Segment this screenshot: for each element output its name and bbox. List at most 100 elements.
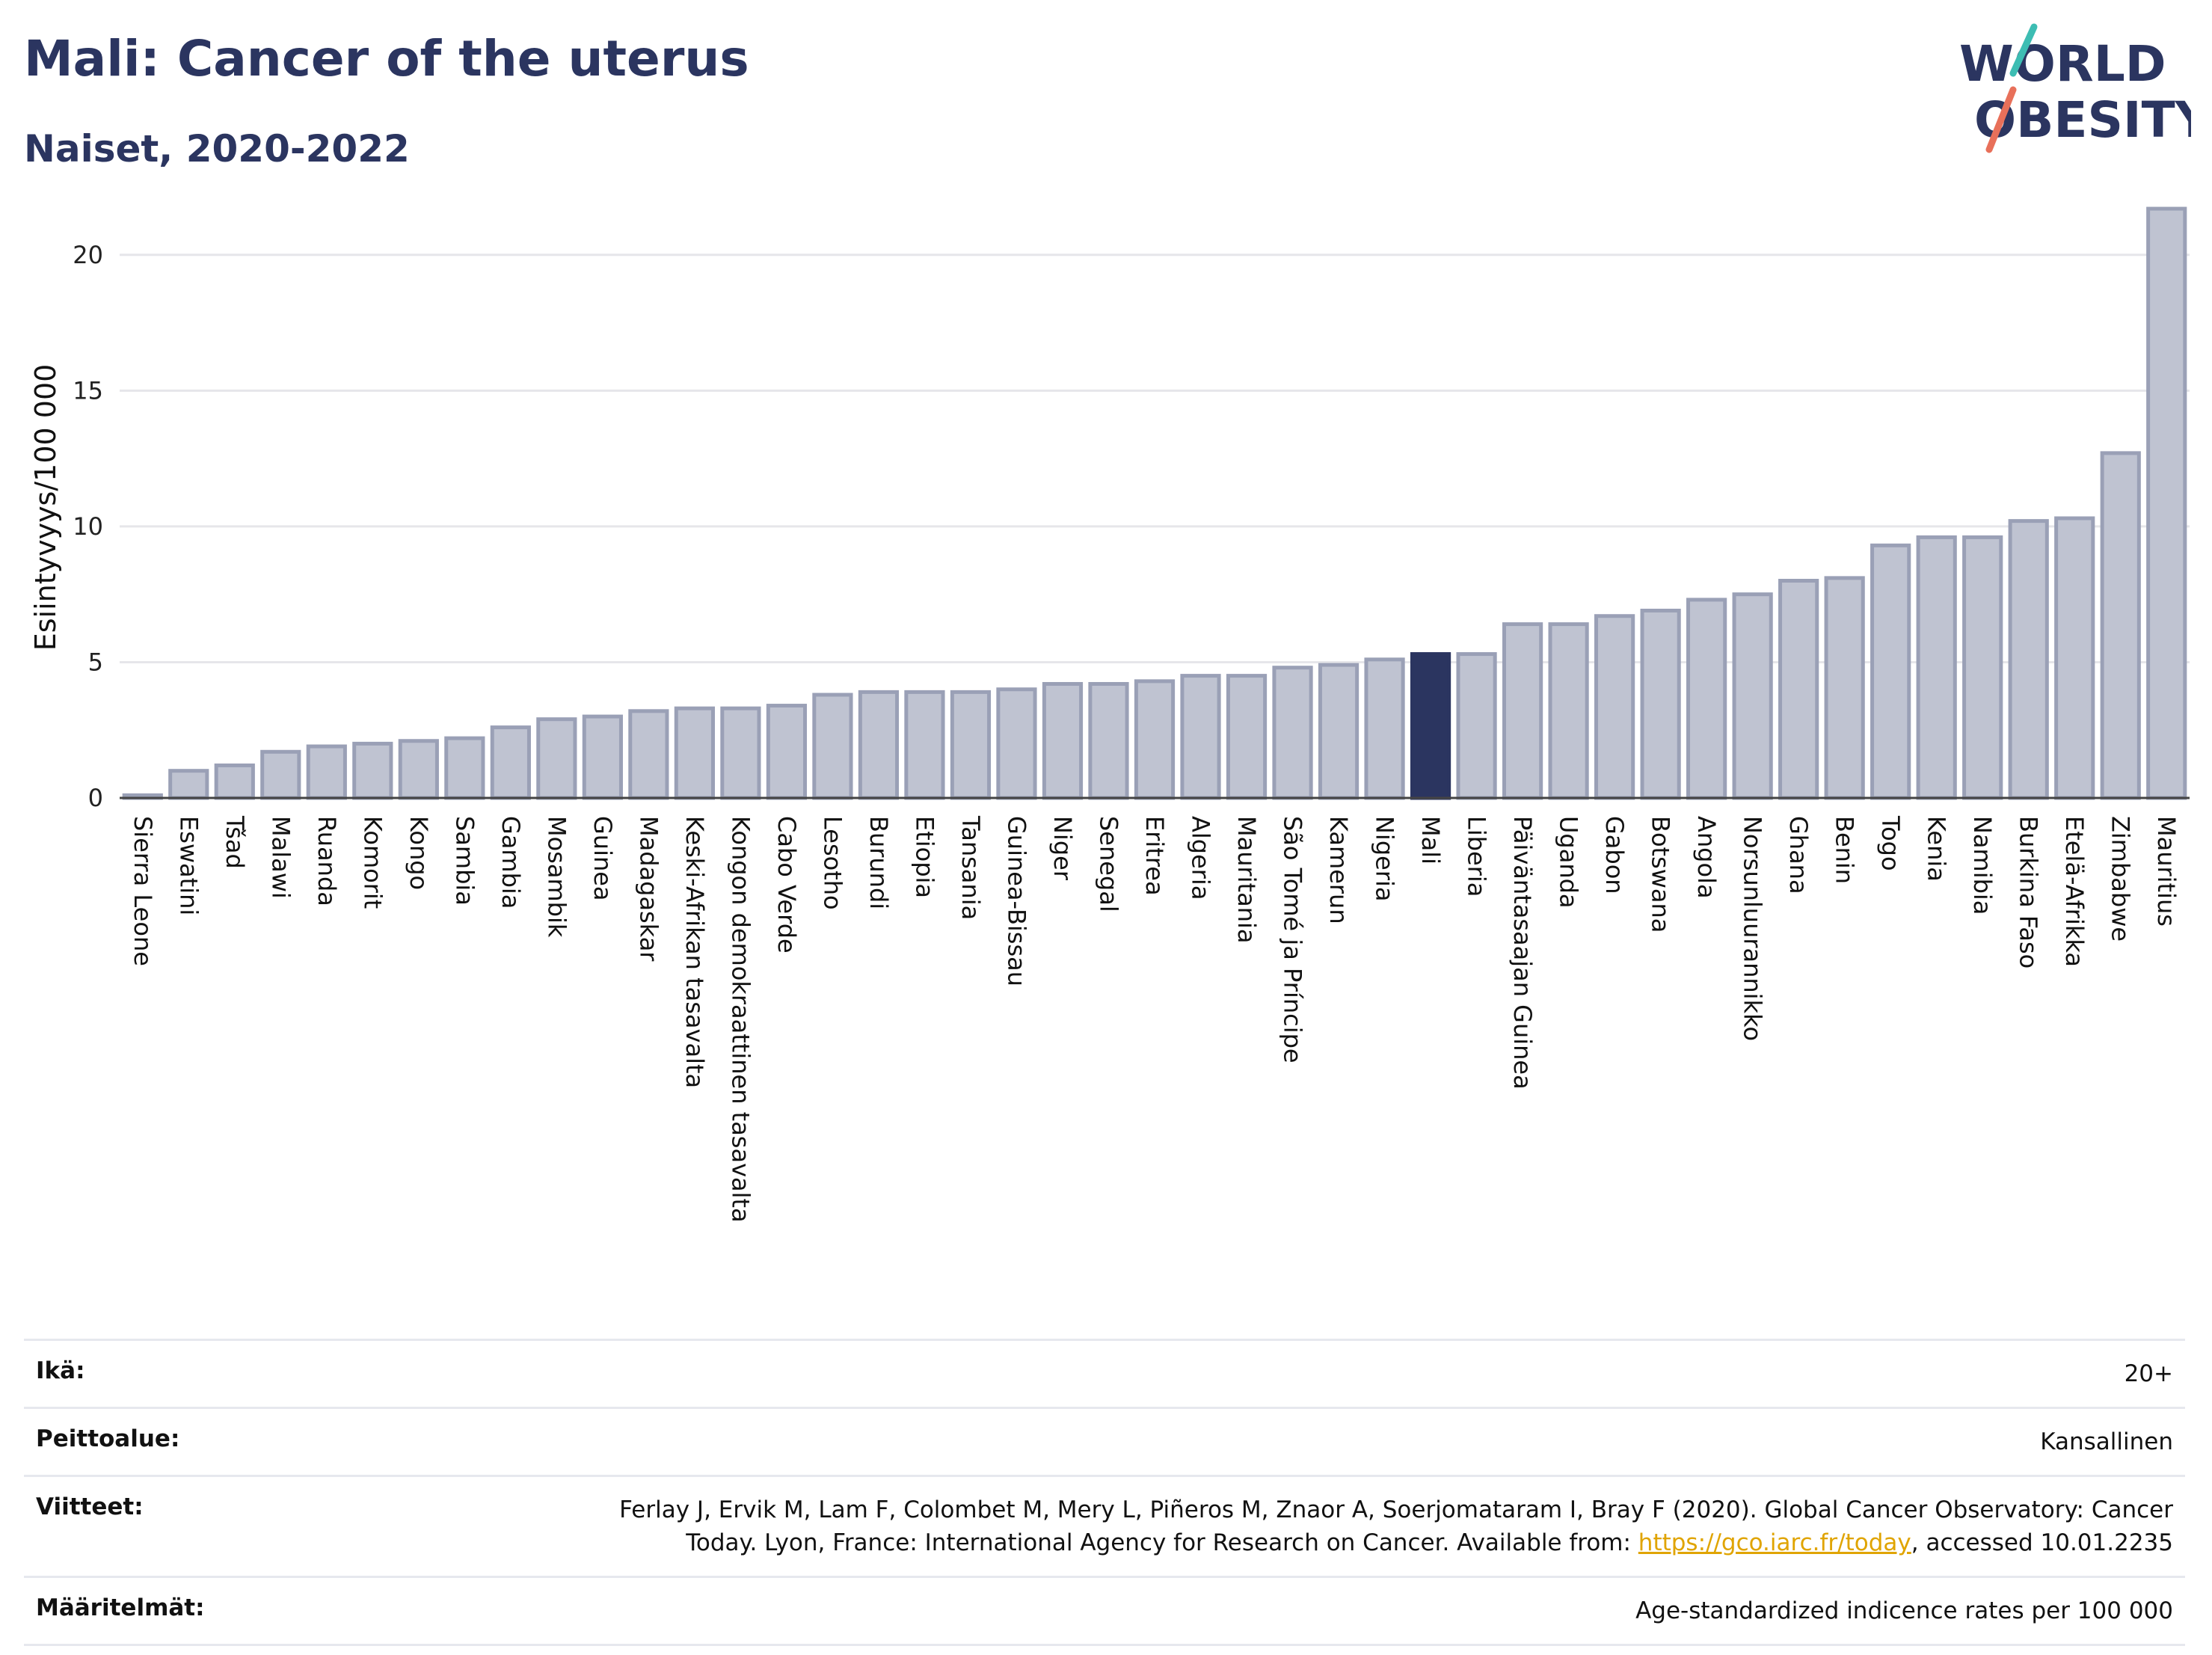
x-tick-label: Gabon bbox=[1600, 816, 1629, 894]
bar-niger bbox=[1042, 681, 1084, 800]
x-tick-label: Mosambik bbox=[542, 816, 571, 938]
footer-row-coverage: Peittoalue: Kansallinen bbox=[24, 1407, 2185, 1475]
references-text: Ferlay J, Ervik M, Lam F, Colombet M, Me… bbox=[619, 1496, 2173, 1556]
bar-zimbabwe bbox=[2100, 451, 2141, 800]
x-tick-label: Niger bbox=[1048, 816, 1077, 881]
x-tick-label: Komorit bbox=[358, 816, 387, 909]
bar-eswatini bbox=[168, 769, 209, 800]
x-tick-label: Mauritius bbox=[2152, 816, 2181, 927]
x-tick-label: Liberia bbox=[1463, 816, 1491, 897]
x-tick-label: Burkina Faso bbox=[2015, 816, 2043, 968]
x-tick-label: Cabo Verde bbox=[772, 816, 801, 954]
age-label: Ikä: bbox=[36, 1357, 85, 1384]
definitions-label: Määritelmät: bbox=[36, 1594, 205, 1621]
bar-kongon-demokraattinen-tasavalta bbox=[720, 706, 761, 800]
bar-burkina-faso bbox=[2008, 519, 2049, 800]
x-tick-label: Mauritania bbox=[1232, 816, 1261, 943]
x-tick-label: Mali bbox=[1416, 816, 1445, 865]
y-axis-ticks: 0 5 10 15 20 bbox=[73, 241, 103, 812]
x-tick-label: Päiväntasaajan Guinea bbox=[1508, 816, 1537, 1090]
bar-lesotho bbox=[812, 693, 853, 800]
bar-botswana bbox=[1640, 608, 1681, 800]
chart-subtitle: Naiset, 2020-2022 bbox=[24, 127, 410, 171]
bar-angola bbox=[1686, 598, 1727, 800]
x-tick-label: Burundi bbox=[864, 816, 893, 909]
bar-p-iv-ntasaajan-guinea bbox=[1502, 622, 1543, 800]
footer-row-definitions: Määritelmät: Age-standardized indicence … bbox=[24, 1576, 2185, 1646]
x-tick-label: Kongo bbox=[405, 816, 433, 890]
bar-t-ad bbox=[214, 763, 255, 800]
bar-mauritius bbox=[2146, 206, 2187, 800]
x-tick-label: Lesotho bbox=[818, 816, 847, 910]
x-tick-label: Etiopia bbox=[910, 816, 938, 898]
bar-madagaskar bbox=[628, 709, 669, 800]
x-tick-label: Etelä-Afrikka bbox=[2060, 816, 2089, 967]
x-tick-label: Botswana bbox=[1647, 816, 1675, 933]
bar-guinea bbox=[582, 714, 623, 800]
x-tick-label: Guinea-Bissau bbox=[1002, 816, 1030, 986]
bar-kongo bbox=[398, 739, 439, 800]
x-tick-label: Uganda bbox=[1555, 816, 1583, 909]
footer-row-references: Viitteet: Ferlay J, Ervik M, Lam F, Colo… bbox=[24, 1475, 2185, 1576]
x-tick-label: São Tomé ja Príncipe bbox=[1279, 816, 1307, 1063]
references-link[interactable]: https://gco.iarc.fr/today bbox=[1638, 1529, 1911, 1556]
x-tick-label: Gambia bbox=[497, 816, 525, 909]
x-tick-label: Kongon demokraattinen tasavalta bbox=[726, 816, 755, 1223]
y-tick-label: 20 bbox=[73, 241, 103, 269]
bar-komorit bbox=[352, 741, 393, 800]
logo-accent-coral bbox=[1985, 86, 2017, 153]
x-tick-label: Algeria bbox=[1187, 816, 1215, 900]
bar-mauritania bbox=[1226, 674, 1268, 800]
definitions-value: Age-standardized indicence rates per 100… bbox=[1635, 1597, 2173, 1624]
bar-ghana bbox=[1778, 579, 1819, 800]
x-tick-label: Ghana bbox=[1784, 816, 1813, 894]
x-axis-labels: Sierra Leone Eswatini Tšad Malawi Ruanda Komo… bbox=[129, 815, 2181, 1223]
bar-chart: 0 5 10 15 20 Sierra Leone Eswatini Tšad Malawi R… bbox=[29, 206, 2190, 1223]
x-tick-label: Senegal bbox=[1094, 816, 1122, 912]
age-value: 20+ bbox=[2124, 1360, 2173, 1387]
x-tick-label: Eswatini bbox=[174, 816, 203, 915]
bar-ruanda bbox=[306, 744, 347, 800]
bar-cabo-verde bbox=[766, 704, 808, 800]
x-tick-label: Guinea bbox=[589, 816, 617, 901]
bar-malawi bbox=[260, 749, 301, 800]
bar-liberia bbox=[1456, 652, 1497, 800]
x-tick-label: Tšad bbox=[221, 815, 249, 869]
bar-sambia bbox=[444, 736, 485, 800]
x-tick-label: Eritrea bbox=[1140, 816, 1169, 896]
metadata-footer: Ikä: 20+ Peittoalue: Kansallinen Viittee… bbox=[24, 1339, 2185, 1646]
x-tick-label: Nigeria bbox=[1371, 816, 1399, 901]
y-tick-label: 0 bbox=[88, 784, 103, 812]
bar-benin bbox=[1824, 576, 1865, 800]
bar-keski-afrikan-tasavalta bbox=[674, 706, 715, 800]
bar-uganda bbox=[1548, 622, 1589, 800]
bars bbox=[122, 206, 2187, 800]
coverage-value: Kansallinen bbox=[2040, 1428, 2173, 1455]
bar-tansania bbox=[950, 690, 992, 800]
x-tick-label: Namibia bbox=[1968, 816, 1997, 915]
y-axis-label: Esiintyvyys/100 000 bbox=[29, 364, 62, 651]
bar-s-o-tom-ja-pr-ncipe bbox=[1272, 666, 1313, 800]
x-tick-label: Sierra Leone bbox=[129, 816, 157, 966]
x-tick-label: Tansania bbox=[956, 815, 985, 920]
bar-nigeria bbox=[1364, 657, 1405, 800]
bar-algeria bbox=[1180, 674, 1221, 800]
bar-etel-afrikka bbox=[2054, 516, 2095, 800]
footer-row-age: Ikä: 20+ bbox=[24, 1339, 2185, 1407]
bar-togo bbox=[1870, 543, 1911, 800]
y-tick-label: 10 bbox=[73, 512, 103, 541]
bar-mali bbox=[1410, 652, 1451, 800]
x-tick-label: Kenia bbox=[1923, 816, 1951, 882]
logo-line1: WORLD bbox=[1959, 35, 2166, 93]
bar-mosambik bbox=[536, 717, 577, 800]
x-tick-label: Madagaskar bbox=[634, 816, 663, 962]
x-tick-label: Togo bbox=[1876, 815, 1905, 871]
bar-namibia bbox=[1962, 535, 2003, 800]
bar-senegal bbox=[1088, 681, 1129, 800]
y-tick-label: 15 bbox=[73, 376, 103, 405]
references-accessed: , accessed 10.01.2235 bbox=[1911, 1529, 2173, 1556]
x-tick-label: Ruanda bbox=[313, 816, 341, 906]
references-label: Viitteet: bbox=[36, 1493, 144, 1520]
bar-gabon bbox=[1594, 614, 1635, 800]
x-tick-label: Malawi bbox=[266, 816, 295, 899]
